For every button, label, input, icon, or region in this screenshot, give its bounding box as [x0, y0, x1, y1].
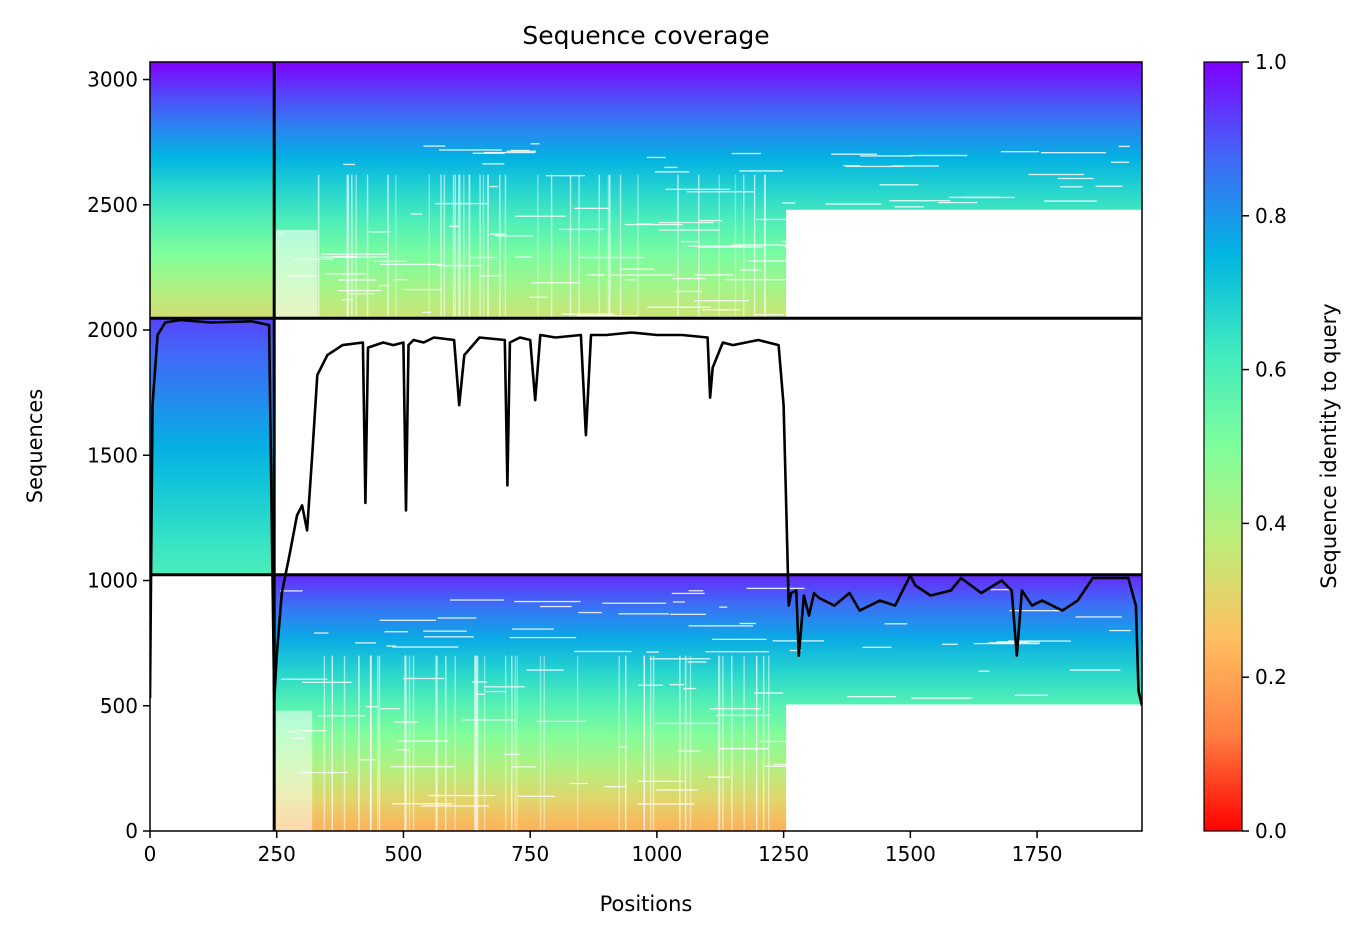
plot-frame: [149, 61, 1143, 832]
x-axis-label: Positions: [600, 892, 693, 916]
x-tick-label: 1000: [631, 842, 682, 866]
colorbar-tick-label: 1.0: [1255, 50, 1287, 74]
x-tick-label: 1250: [758, 842, 809, 866]
x-tick-label: 1750: [1012, 842, 1063, 866]
colorbar-label: Sequence identity to query: [1317, 303, 1341, 588]
y-tick-label: 1000: [87, 569, 138, 593]
colorbar-tick-label: 0.4: [1255, 511, 1287, 535]
coverage-line: [150, 318, 1142, 707]
colorbar: [1203, 61, 1243, 832]
x-tick-label: 750: [511, 842, 549, 866]
y-tick-label: 2000: [87, 318, 138, 342]
x-axis-ticks: 0 250 500 750 1000 1250 1500 1750: [144, 831, 1063, 866]
block-1-top-left: [150, 62, 275, 319]
y-axis-label: Sequences: [23, 389, 47, 504]
y-tick-label: 1500: [87, 443, 138, 467]
y-tick-label: 3000: [87, 68, 138, 92]
y-tick-label: 500: [100, 694, 138, 718]
colorbar-tick-label: 0.8: [1255, 204, 1287, 228]
chart-title: Sequence coverage: [522, 21, 769, 50]
block-2-middle-left: [150, 318, 275, 575]
heatmap-gaps: [274, 143, 1142, 831]
x-tick-label: 500: [384, 842, 422, 866]
y-tick-label: 2500: [87, 193, 138, 217]
colorbar-ticks: 0.0 0.2 0.4 0.6 0.8 1.0: [1242, 50, 1287, 843]
y-tick-label: 0: [125, 819, 138, 843]
colorbar-tick-label: 0.0: [1255, 819, 1287, 843]
y-axis-ticks: 0 500 1000 1500 2000 2500 3000: [87, 68, 150, 843]
x-tick-label: 1500: [885, 842, 936, 866]
domain-boundaries: [150, 62, 1142, 831]
x-tick-label: 0: [144, 842, 157, 866]
x-tick-label: 250: [258, 842, 296, 866]
colorbar-tick-label: 0.6: [1255, 358, 1287, 382]
colorbar-tick-label: 0.2: [1255, 665, 1287, 689]
